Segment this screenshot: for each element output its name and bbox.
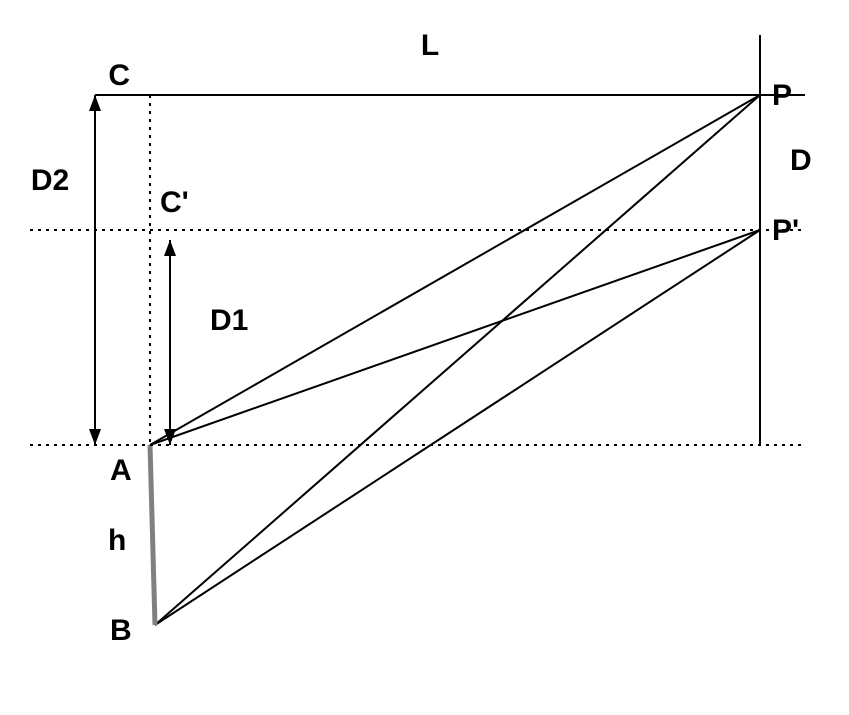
label-Pp: P': [772, 214, 799, 247]
line-A-B: [150, 445, 155, 625]
label-L: L: [421, 29, 439, 62]
label-P: P: [772, 79, 792, 112]
label-D: D: [790, 144, 812, 177]
line-B-P: [155, 95, 760, 625]
label-D1: D1: [210, 304, 248, 337]
label-Cp: C': [160, 186, 189, 219]
label-D2: D2: [31, 164, 69, 197]
line-A-Pp: [150, 230, 760, 445]
label-B: B: [110, 614, 132, 647]
arrow-D2: [89, 95, 101, 445]
geometric-diagram: C P C' P' A B D L D2 D1 h: [0, 0, 849, 715]
label-A: A: [110, 454, 132, 487]
line-A-P: [150, 95, 760, 445]
label-C: C: [108, 59, 130, 92]
label-h: h: [108, 524, 126, 557]
arrow-D1: [164, 240, 176, 445]
line-B-Pp: [155, 230, 760, 625]
